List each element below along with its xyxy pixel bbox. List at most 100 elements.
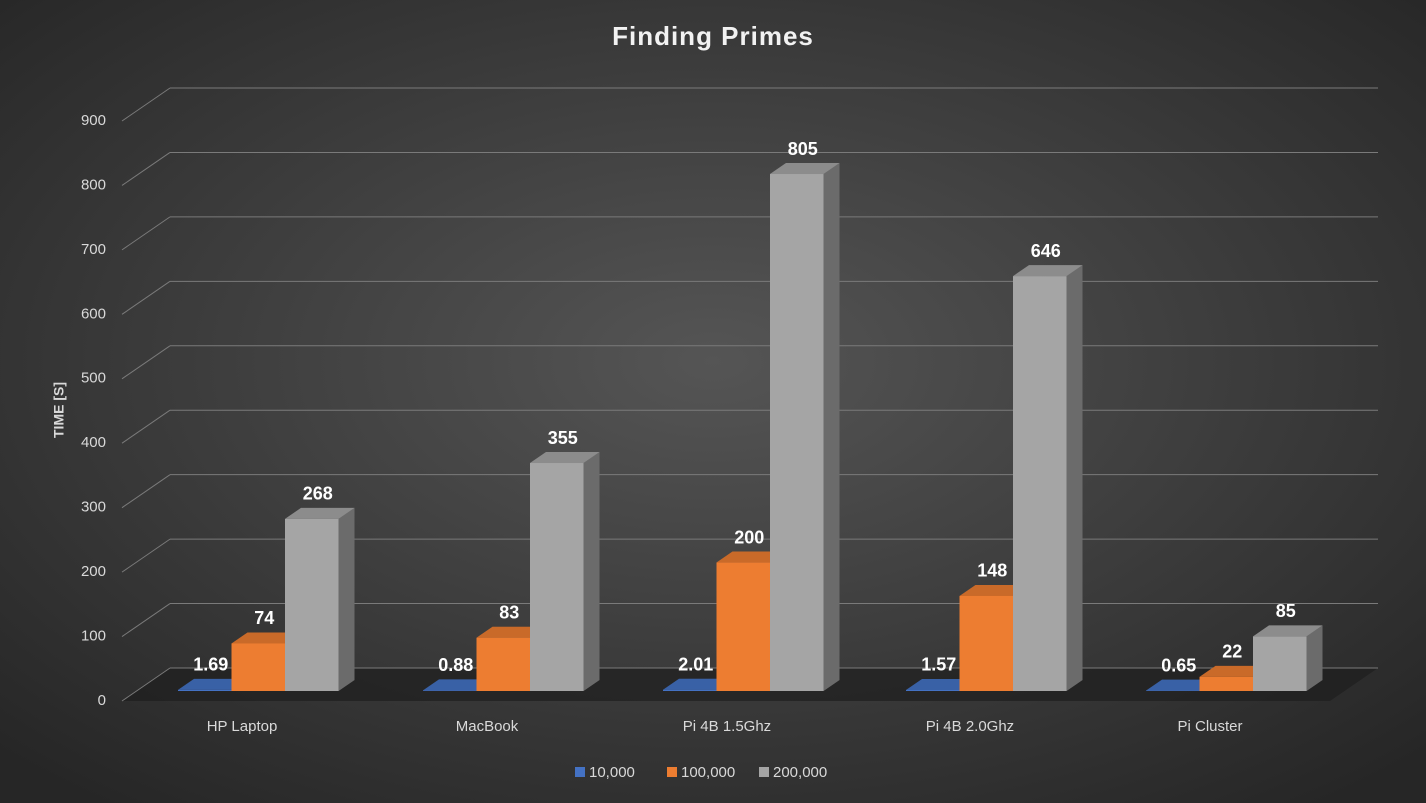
bar-front bbox=[476, 637, 530, 691]
grid-line bbox=[121, 151, 1378, 186]
bar-top bbox=[423, 679, 493, 691]
x-tick-label: HP Laptop bbox=[207, 718, 278, 735]
y-tick-label: 600 bbox=[81, 305, 106, 322]
bar-top-shade bbox=[231, 632, 301, 644]
grid-line-depth bbox=[121, 345, 171, 380]
legend-label: 100,000 bbox=[681, 764, 735, 781]
bar-top bbox=[1253, 625, 1323, 637]
bar-side bbox=[1306, 625, 1323, 691]
bar-top-shade bbox=[906, 678, 976, 690]
bar-side-shade bbox=[338, 507, 355, 691]
bar-side bbox=[1066, 265, 1083, 691]
y-axis-title: TIME [S] bbox=[51, 382, 67, 438]
x-tick-label: Pi 4B 1.5Ghz bbox=[683, 718, 771, 735]
bar-top-shade bbox=[423, 679, 493, 691]
data-label: 85 bbox=[1276, 601, 1296, 621]
bar-top bbox=[770, 163, 840, 175]
bar-top bbox=[663, 678, 733, 690]
bar-front bbox=[231, 643, 285, 691]
bar-top bbox=[285, 507, 355, 519]
bar-top-shade bbox=[1013, 265, 1083, 277]
bar-side bbox=[583, 452, 600, 691]
data-label: 268 bbox=[303, 484, 333, 504]
bar-side bbox=[823, 163, 840, 691]
y-tick-label: 200 bbox=[81, 563, 106, 580]
bar-top-shade bbox=[663, 678, 733, 690]
bar-top-shade bbox=[1199, 665, 1269, 677]
data-label: 1.69 bbox=[193, 655, 228, 675]
bar-top bbox=[1146, 679, 1216, 691]
bar-front bbox=[178, 689, 232, 691]
bar-front bbox=[530, 463, 584, 691]
x-tick-label: MacBook bbox=[456, 718, 519, 735]
legend-marker bbox=[759, 767, 769, 777]
bar-top-shade bbox=[476, 626, 546, 638]
data-label: 22 bbox=[1222, 642, 1242, 662]
grid-line-depth bbox=[121, 216, 171, 251]
data-label: 74 bbox=[254, 608, 274, 628]
bar bbox=[1013, 265, 1083, 691]
bar-front bbox=[770, 174, 824, 691]
bar-top bbox=[530, 452, 600, 464]
data-label: 355 bbox=[548, 428, 578, 448]
bar-top bbox=[178, 678, 248, 690]
bar-front bbox=[1253, 636, 1307, 691]
bar bbox=[1253, 625, 1323, 691]
grid-line bbox=[121, 87, 1378, 122]
y-tick-label: 500 bbox=[81, 370, 106, 387]
data-label: 805 bbox=[788, 139, 818, 159]
bar-front bbox=[1199, 676, 1253, 691]
bar-front bbox=[423, 690, 477, 691]
data-label: 0.65 bbox=[1161, 655, 1196, 675]
grid-line-depth bbox=[121, 87, 171, 122]
bar-top-shade bbox=[178, 678, 248, 690]
bar-top-shade bbox=[285, 507, 355, 519]
bar-top-shade bbox=[530, 452, 600, 464]
y-tick-label: 0 bbox=[98, 692, 106, 709]
y-tick-label: 700 bbox=[81, 241, 106, 258]
data-label: 200 bbox=[734, 527, 764, 547]
y-tick-label: 900 bbox=[81, 112, 106, 129]
grid-line-depth bbox=[121, 152, 171, 186]
bar-front bbox=[663, 689, 717, 691]
bar-top-shade bbox=[1253, 625, 1323, 637]
bar-top-shade bbox=[959, 584, 1029, 596]
chart-title: Finding Primes bbox=[612, 21, 814, 51]
bar-side-shade bbox=[823, 163, 840, 691]
grid-line-depth bbox=[121, 603, 171, 637]
bar bbox=[530, 452, 600, 691]
bar bbox=[770, 163, 840, 691]
legend-marker bbox=[667, 767, 677, 777]
bar-top-shade bbox=[1146, 679, 1216, 691]
y-tick-label: 800 bbox=[81, 176, 106, 193]
bar bbox=[285, 507, 355, 691]
bar-top bbox=[959, 584, 1029, 596]
bar-front bbox=[1013, 276, 1067, 691]
grid-line-depth bbox=[121, 667, 171, 702]
bar-side-shade bbox=[583, 452, 600, 691]
bar-front bbox=[959, 595, 1013, 691]
grid-line-depth bbox=[121, 409, 171, 444]
legend-marker bbox=[575, 767, 585, 777]
bar-side-shade bbox=[1066, 265, 1083, 691]
y-tick-label: 100 bbox=[81, 628, 106, 645]
bar-top-shade bbox=[716, 551, 786, 563]
bar-top bbox=[476, 626, 546, 638]
legend-label: 10,000 bbox=[589, 764, 635, 781]
data-label: 2.01 bbox=[678, 654, 713, 674]
bar-top bbox=[906, 678, 976, 690]
data-label: 1.57 bbox=[921, 655, 956, 675]
bar-top bbox=[1013, 265, 1083, 277]
bar-front bbox=[285, 518, 339, 691]
y-tick-label: 400 bbox=[81, 434, 106, 451]
bar-top-shade bbox=[770, 163, 840, 175]
grid-line-depth bbox=[121, 280, 171, 315]
y-tick-label: 300 bbox=[81, 499, 106, 516]
x-tick-label: Pi 4B 2.0Ghz bbox=[926, 718, 1014, 735]
bar-front bbox=[906, 689, 960, 691]
legend-label: 200,000 bbox=[773, 764, 827, 781]
grid-line-depth bbox=[121, 538, 171, 573]
bar-side bbox=[338, 507, 355, 691]
bar-side-shade bbox=[1306, 625, 1323, 691]
